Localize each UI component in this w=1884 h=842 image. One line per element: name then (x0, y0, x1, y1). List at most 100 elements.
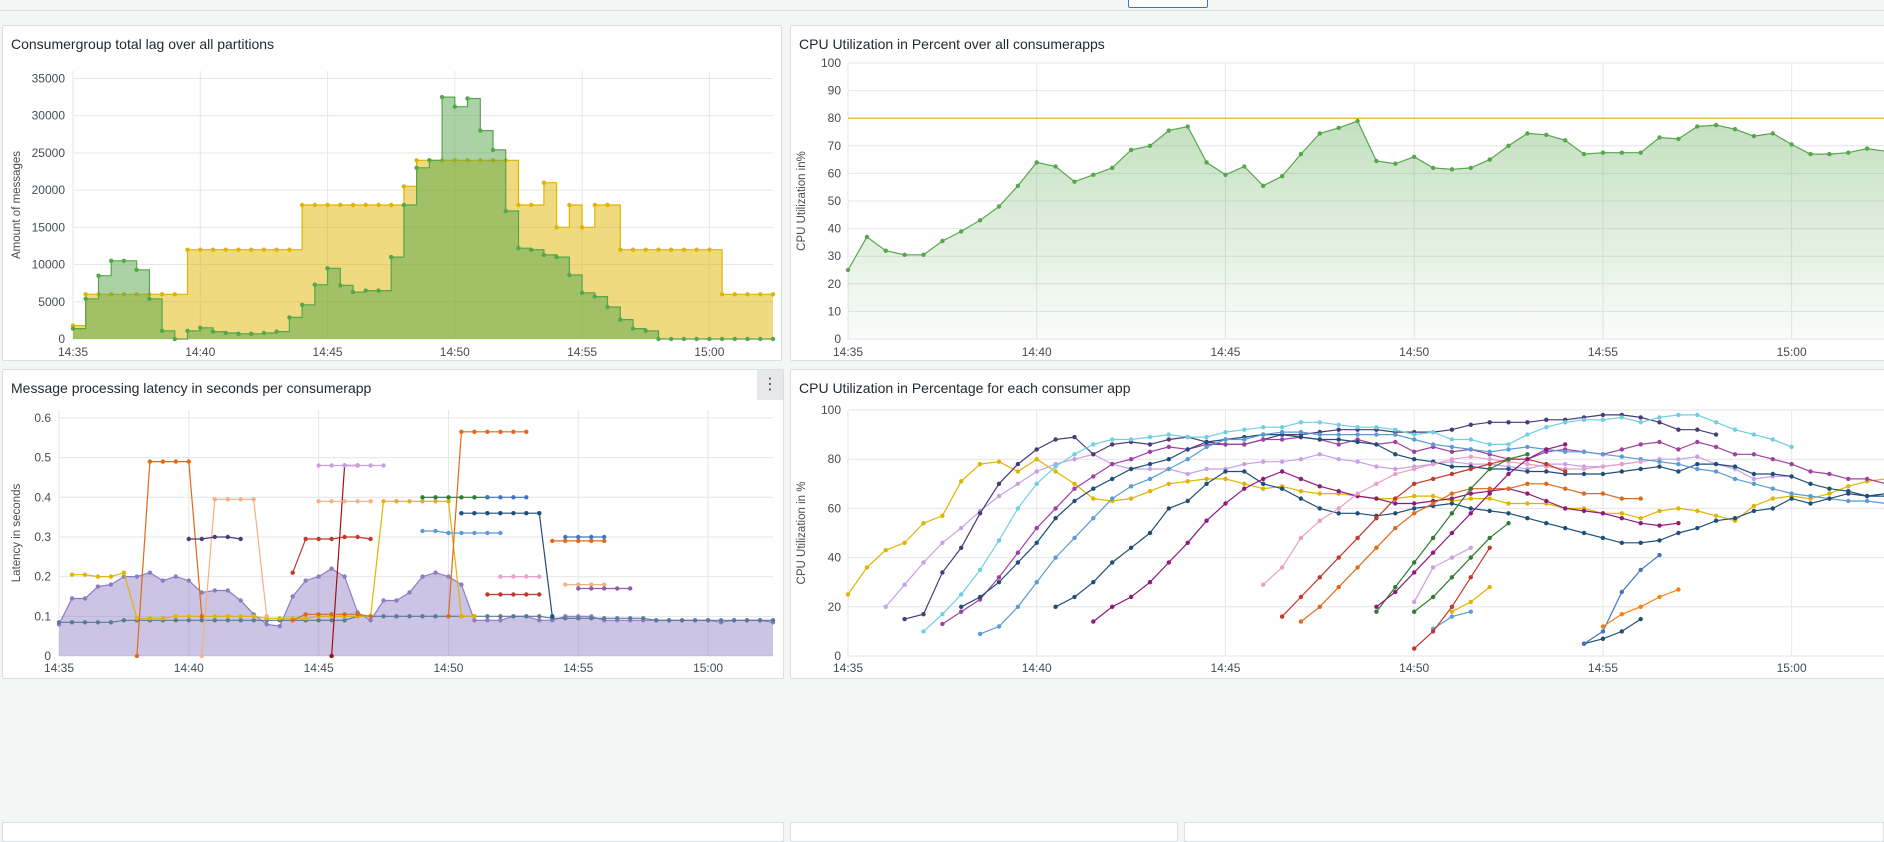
data-point (1620, 496, 1624, 500)
data-point (226, 588, 230, 592)
data-point (602, 586, 606, 590)
data-point (589, 582, 593, 586)
data-point (239, 598, 243, 602)
data-point (1450, 610, 1454, 614)
data-point (1261, 432, 1265, 436)
data-point (355, 463, 359, 467)
data-point (940, 612, 944, 616)
data-point (1563, 506, 1567, 510)
data-point (459, 531, 463, 535)
data-point (1280, 430, 1284, 434)
data-point (498, 618, 502, 622)
data-point (1488, 442, 1492, 446)
data-point (1223, 477, 1227, 481)
data-point (1167, 482, 1171, 486)
data-point (187, 459, 191, 463)
data-point (96, 274, 100, 278)
data-point (1374, 464, 1378, 468)
data-point (1808, 501, 1812, 505)
data-point (707, 248, 711, 252)
data-point (174, 574, 178, 578)
data-point (1186, 457, 1190, 461)
data-point (1431, 565, 1435, 569)
data-point (148, 459, 152, 463)
data-point (1582, 152, 1586, 156)
data-point (1450, 614, 1454, 618)
data-point (381, 598, 385, 602)
data-point (446, 574, 450, 578)
data-point (433, 499, 437, 503)
data-point (329, 499, 333, 503)
x-tick-label: 14:35 (58, 345, 88, 359)
data-point (453, 105, 457, 109)
y-tick-label: 15000 (32, 220, 66, 234)
data-point (420, 495, 424, 499)
data-point (1639, 541, 1643, 545)
data-point (368, 614, 372, 618)
data-point (733, 337, 737, 341)
data-point (1299, 489, 1303, 493)
data-point (173, 337, 177, 341)
data-point (1620, 447, 1624, 451)
data-point (1771, 457, 1775, 461)
data-point (567, 273, 571, 277)
series-area (59, 569, 773, 656)
data-point (1563, 138, 1567, 142)
data-point (1072, 435, 1076, 439)
data-point (1374, 425, 1378, 429)
data-point (1620, 415, 1624, 419)
data-point (1695, 124, 1699, 128)
data-point (1789, 445, 1793, 449)
data-point (1846, 151, 1850, 155)
data-point (1450, 501, 1454, 505)
data-point (1450, 437, 1454, 441)
data-point (959, 605, 963, 609)
data-point (593, 294, 597, 298)
data-point (1827, 491, 1831, 495)
data-point (160, 292, 164, 296)
data-point (300, 303, 304, 307)
data-point (1469, 487, 1473, 491)
x-tick-label: 14:55 (1588, 661, 1618, 675)
data-point (433, 495, 437, 499)
series-line (1584, 619, 1641, 644)
series-line (1452, 587, 1490, 612)
data-point (1469, 166, 1473, 170)
data-point (1242, 469, 1246, 473)
x-tick-label: 14:45 (313, 345, 343, 359)
data-point (940, 541, 944, 545)
data-point (628, 586, 632, 590)
data-point (1318, 491, 1322, 495)
x-tick-label: 14:40 (1022, 661, 1052, 675)
data-point (1676, 469, 1680, 473)
data-point (1582, 531, 1586, 535)
data-point (511, 592, 515, 596)
data-point (631, 248, 635, 252)
data-point (524, 592, 528, 596)
data-point (1544, 418, 1548, 422)
toolbar-button[interactable] (1128, 0, 1208, 8)
data-point (1337, 511, 1341, 515)
data-point (745, 292, 749, 296)
y-tick-label: 10 (828, 304, 842, 318)
data-point (1525, 482, 1529, 486)
data-point (1525, 420, 1529, 424)
data-point (498, 614, 502, 618)
data-point (274, 329, 278, 333)
x-tick-label: 14:45 (1210, 661, 1240, 675)
data-point (1695, 462, 1699, 466)
data-point (160, 329, 164, 333)
data-point (1355, 491, 1359, 495)
data-point (641, 616, 645, 620)
data-point (83, 596, 87, 600)
data-point (1016, 605, 1020, 609)
y-tick-label: 5000 (38, 295, 65, 309)
data-point (1846, 491, 1850, 495)
data-point (1714, 469, 1718, 473)
data-point (200, 614, 204, 618)
data-point (1620, 469, 1624, 473)
panel-latency: Message processing latency in seconds pe… (2, 369, 784, 679)
data-point (249, 332, 253, 336)
data-point (446, 531, 450, 535)
data-point (1393, 526, 1397, 530)
